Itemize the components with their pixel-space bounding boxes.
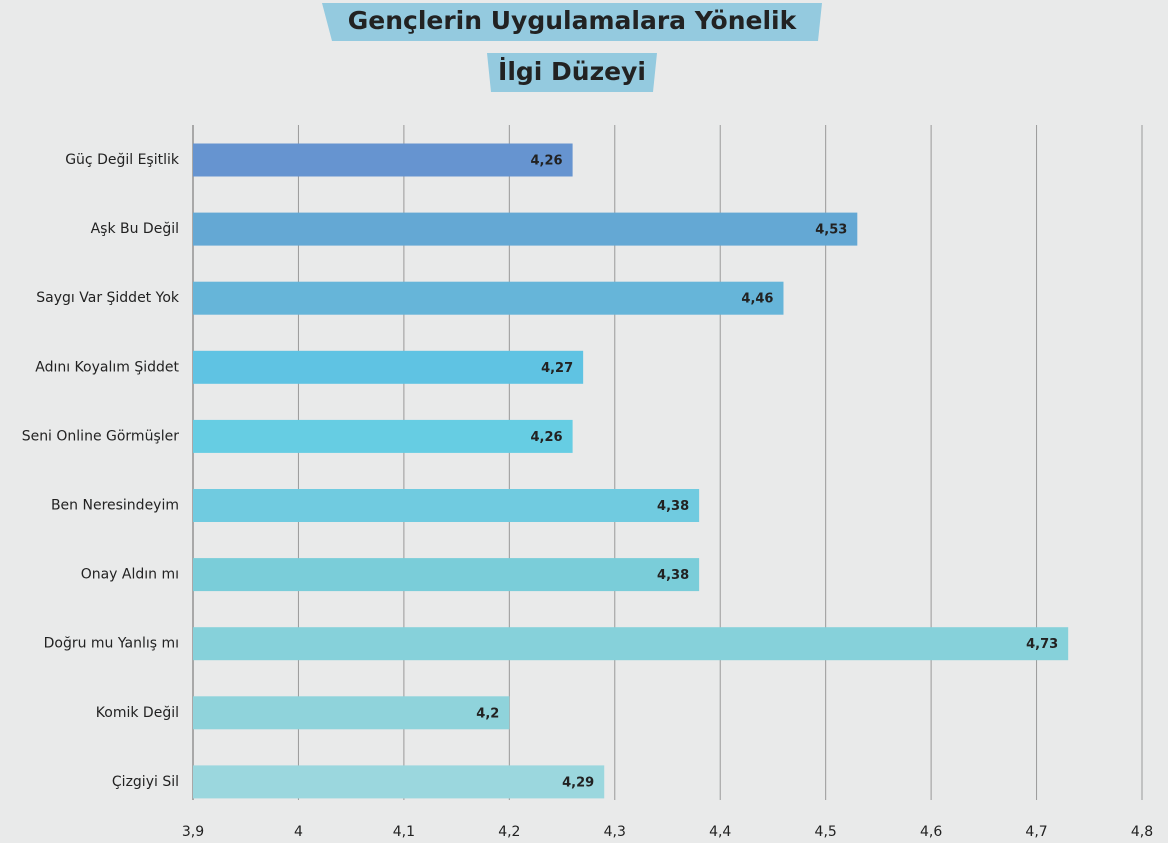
value-label: 4,2 — [476, 706, 499, 721]
value-label: 4,53 — [815, 223, 847, 238]
bar — [193, 558, 700, 592]
x-tick-label: 4,3 — [604, 824, 626, 840]
x-tick-label: 4,1 — [393, 824, 415, 840]
value-label: 4,38 — [657, 499, 689, 514]
bar — [193, 419, 573, 453]
value-label: 4,26 — [531, 154, 563, 169]
y-tick-label: Seni Online Görmüşler — [22, 428, 180, 444]
bar — [193, 281, 784, 315]
value-label: 4,29 — [562, 775, 594, 790]
bar — [193, 696, 510, 730]
x-tick-label: 4,5 — [815, 824, 837, 840]
chart-title: İlgi Düzeyi — [498, 56, 646, 86]
bar — [193, 350, 584, 384]
title-box — [322, 3, 822, 41]
chart-title: Gençlerin Uygulamalara Yönelik — [348, 6, 798, 35]
bar — [193, 489, 700, 522]
x-tick-label: 4,7 — [1025, 824, 1047, 840]
title-box — [487, 53, 657, 92]
bar — [193, 627, 1069, 661]
y-tick-label: Çizgiyi Sil — [112, 774, 179, 790]
x-tick-label: 4,6 — [920, 824, 942, 840]
y-tick-label: Adını Koyalım Şiddet — [35, 359, 179, 375]
value-label: 4,38 — [657, 568, 689, 583]
x-tick-label: 3,9 — [182, 824, 204, 840]
bar — [193, 212, 858, 246]
x-tick-label: 4 — [294, 824, 303, 840]
y-tick-label: Aşk Bu Değil — [91, 221, 179, 237]
y-tick-label: Saygı Var Şiddet Yok — [36, 290, 180, 306]
x-tick-label: 4,8 — [1131, 824, 1153, 840]
value-label: 4,73 — [1026, 637, 1058, 652]
value-label: 4,26 — [531, 430, 563, 445]
x-tick-label: 4,2 — [498, 824, 520, 840]
y-tick-label: Doğru mu Yanlış mı — [44, 636, 179, 652]
y-tick-label: Güç Değil Eşitlik — [65, 152, 180, 168]
bar — [193, 143, 573, 177]
y-tick-label: Onay Aldın mı — [81, 567, 179, 583]
value-label: 4,46 — [741, 292, 773, 307]
value-label: 4,27 — [541, 361, 573, 376]
bar — [193, 765, 605, 799]
x-tick-label: 4,4 — [709, 824, 731, 840]
y-tick-label: Komik Değil — [96, 705, 179, 721]
y-tick-label: Ben Neresindeyim — [51, 498, 179, 514]
